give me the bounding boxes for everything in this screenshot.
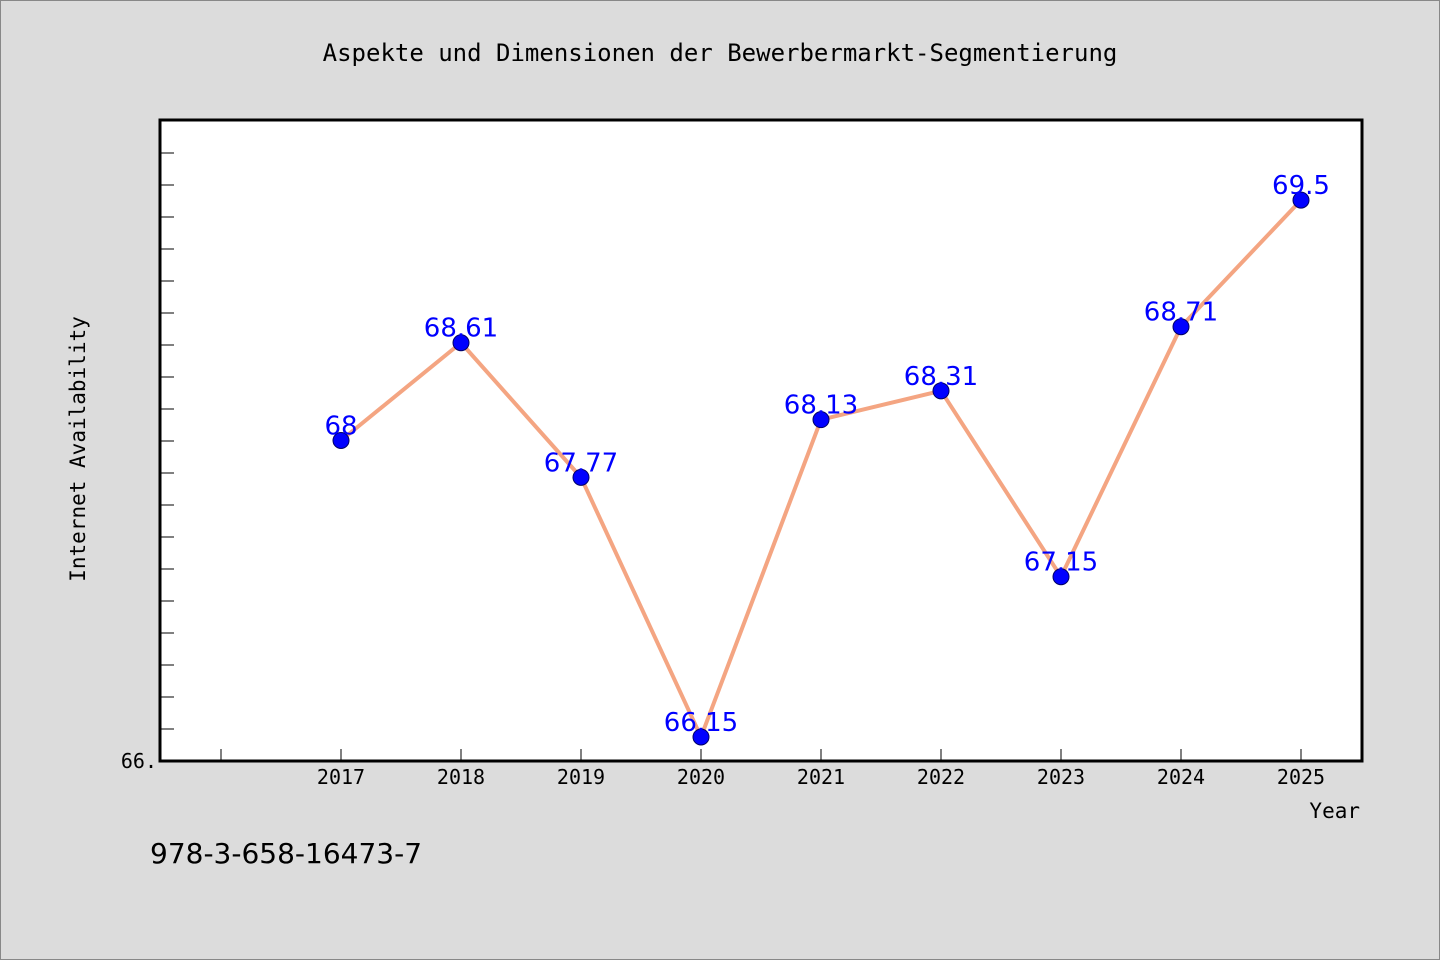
- y-axis-title: Internet Availability: [66, 316, 90, 582]
- data-point: [1172, 318, 1190, 336]
- x-tick-label: 2022: [917, 765, 965, 789]
- data-label: 68.31: [904, 362, 978, 392]
- data-label: 68.13: [784, 391, 858, 421]
- x-tick-label: 2023: [1037, 765, 1085, 789]
- data-label: 68.61: [424, 314, 498, 344]
- y-axis-ticks: [160, 152, 174, 730]
- isbn-text: 978-3-658-16473-7: [150, 837, 422, 870]
- data-labels: 68 68.61 67.77 66.15 68.13 68.31 67.15 68.71 69.…: [324, 171, 1329, 738]
- x-tick-label: 2025: [1277, 765, 1325, 789]
- data-point: [1052, 568, 1070, 586]
- data-label: 68: [324, 412, 357, 442]
- x-tick-label: 2020: [677, 765, 725, 789]
- data-point: [932, 382, 950, 400]
- plot-area: [158, 118, 1364, 763]
- chart-title: Aspekte und Dimensionen der Bewerbermark…: [323, 39, 1118, 67]
- data-point: [452, 334, 470, 352]
- data-label: 67.77: [544, 448, 618, 478]
- x-axis-ticks: 2017 2018 2019 2020 2021 2022 2023 2024 2025: [220, 749, 1325, 789]
- x-tick-label: 2019: [557, 765, 605, 789]
- y-tick-label: 66.: [121, 749, 157, 773]
- data-label: 67.15: [1024, 548, 1098, 578]
- x-tick-label: 2021: [797, 765, 845, 789]
- data-label: 68.71: [1144, 298, 1218, 328]
- data-point: [332, 432, 350, 449]
- data-point: [572, 468, 590, 486]
- data-label: 69.5: [1272, 171, 1330, 201]
- x-tick-label: 2017: [317, 765, 365, 789]
- series-group: [332, 191, 1310, 746]
- data-point: [812, 411, 830, 429]
- data-label: 66.15: [664, 708, 738, 738]
- data-point: [1292, 191, 1310, 209]
- x-axis-title: Year: [1309, 799, 1360, 823]
- data-point: [692, 728, 710, 746]
- x-tick-label: 2018: [437, 765, 485, 789]
- x-tick-label: 2024: [1157, 765, 1205, 789]
